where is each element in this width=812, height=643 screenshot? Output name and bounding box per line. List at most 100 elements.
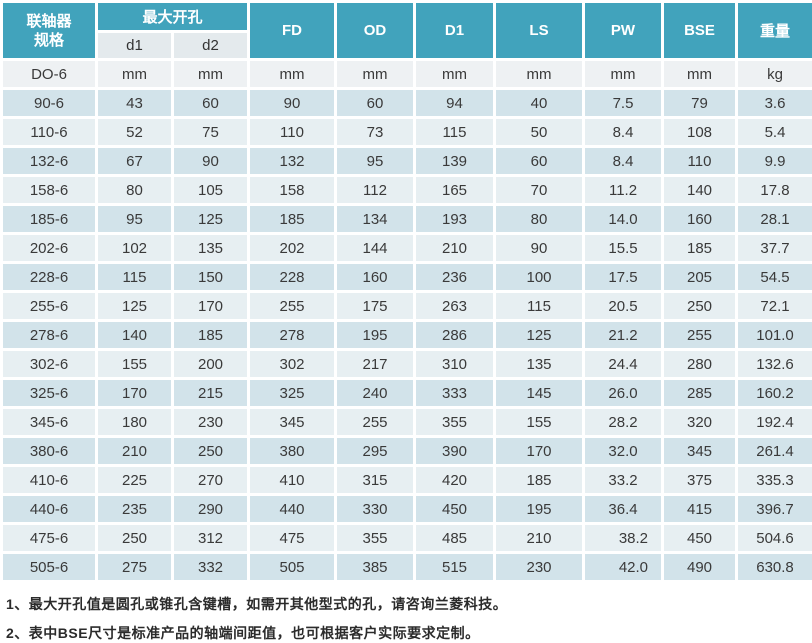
value-cell: 150 — [170, 261, 251, 293]
table-row: 278-6 140 185 278 195 286 125 21.2 255 101.0 — [0, 319, 812, 351]
value-cell: 185 — [247, 203, 338, 235]
value-cell: 15.5 — [582, 232, 665, 264]
value-cell: 180 — [95, 406, 174, 438]
value-cell: 80 — [493, 203, 586, 235]
value-cell: 255 — [247, 290, 338, 322]
value-cell: 38.2 — [582, 522, 665, 554]
column-header-bse: BSE — [661, 0, 739, 61]
value-cell: kg — [735, 58, 812, 90]
value-cell: 286 — [413, 319, 497, 351]
value-cell: 11.2 — [582, 174, 665, 206]
value-cell: 40 — [493, 87, 586, 119]
value-cell: 278 — [247, 319, 338, 351]
value-cell: 28.1 — [735, 203, 812, 235]
value-cell: 70 — [493, 174, 586, 206]
value-cell: 485 — [413, 522, 497, 554]
value-cell: 202 — [247, 232, 338, 264]
value-cell: 37.7 — [735, 232, 812, 264]
value-cell: 60 — [170, 87, 251, 119]
value-cell: 135 — [493, 348, 586, 380]
value-cell: 210 — [413, 232, 497, 264]
value-cell: mm — [95, 58, 174, 90]
table-row: 158-6 80 105 158 112 165 70 11.2 140 17.8 — [0, 174, 812, 206]
value-cell: 630.8 — [735, 551, 812, 583]
value-cell: 95 — [334, 145, 417, 177]
value-cell: 160.2 — [735, 377, 812, 409]
value-cell: 250 — [95, 522, 174, 554]
row-label-cell: 380-6 — [0, 435, 98, 467]
value-cell: 205 — [661, 261, 739, 293]
value-cell: 410 — [247, 464, 338, 496]
value-cell: 33.2 — [582, 464, 665, 496]
value-cell: 135 — [170, 232, 251, 264]
value-cell: 310 — [413, 348, 497, 380]
value-cell: 170 — [493, 435, 586, 467]
value-cell: 90 — [170, 145, 251, 177]
value-cell: 73 — [334, 116, 417, 148]
value-cell: mm — [582, 58, 665, 90]
value-cell: 140 — [661, 174, 739, 206]
value-cell: 185 — [493, 464, 586, 496]
value-cell: 17.5 — [582, 261, 665, 293]
row-label-cell: 110-6 — [0, 116, 98, 148]
table-row: 440-6 235 290 440 330 450 195 36.4 415 396.7 — [0, 493, 812, 525]
coupling-spec-line2: 规格 — [33, 31, 64, 49]
value-cell: 160 — [661, 203, 739, 235]
value-cell: 115 — [413, 116, 497, 148]
value-cell: 355 — [413, 406, 497, 438]
table-row: 302-6 155 200 302 217 310 135 24.4 280 132.6 — [0, 348, 812, 380]
value-cell: 295 — [334, 435, 417, 467]
value-cell: 8.4 — [582, 116, 665, 148]
value-cell: 21.2 — [582, 319, 665, 351]
value-cell: 100 — [493, 261, 586, 293]
value-cell: 94 — [413, 87, 497, 119]
value-cell: 325 — [247, 377, 338, 409]
value-cell: 160 — [334, 261, 417, 293]
value-cell: 250 — [661, 290, 739, 322]
value-cell: 420 — [413, 464, 497, 496]
header-row-2: d1 d2 — [2, 30, 812, 61]
value-cell: 280 — [661, 348, 739, 380]
value-cell: 108 — [661, 116, 739, 148]
value-cell: 195 — [493, 493, 586, 525]
table-row: 90-6 43 60 90 60 94 40 7.5 79 3.6 — [0, 87, 812, 119]
value-cell: 95 — [95, 203, 174, 235]
row-label-cell: 278-6 — [0, 319, 98, 351]
value-cell: 42.0 — [582, 551, 665, 583]
value-cell: 380 — [247, 435, 338, 467]
value-cell: 210 — [95, 435, 174, 467]
value-cell: 302 — [247, 348, 338, 380]
value-cell: 250 — [170, 435, 251, 467]
value-cell: 52 — [95, 116, 174, 148]
value-cell: 230 — [170, 406, 251, 438]
value-cell: 195 — [334, 319, 417, 351]
column-header-ls: LS — [493, 0, 586, 61]
value-cell: 3.6 — [735, 87, 812, 119]
value-cell: 132 — [247, 145, 338, 177]
value-cell: 215 — [170, 377, 251, 409]
value-cell: 375 — [661, 464, 739, 496]
value-cell: mm — [247, 58, 338, 90]
value-cell: 505 — [247, 551, 338, 583]
value-cell: 185 — [170, 319, 251, 351]
value-cell: 101.0 — [735, 319, 812, 351]
value-cell: 134 — [334, 203, 417, 235]
value-cell: 75 — [170, 116, 251, 148]
value-cell: mm — [170, 58, 251, 90]
value-cell: 139 — [413, 145, 497, 177]
footnotes: 1、最大开孔值是圆孔或锥孔含键槽，如需开其他型式的孔，请咨询兰菱科技。 2、表中… — [6, 594, 812, 643]
column-header-od: OD — [334, 0, 417, 61]
coupling-spec-table: 联轴器 规格 最大开孔 FD OD D1 LS PW BSE 重量 d1 d2 … — [0, 0, 812, 583]
value-cell: 255 — [334, 406, 417, 438]
value-cell: 132.6 — [735, 348, 812, 380]
value-cell: 261.4 — [735, 435, 812, 467]
value-cell: 345 — [247, 406, 338, 438]
value-cell: 36.4 — [582, 493, 665, 525]
value-cell: 332 — [170, 551, 251, 583]
row-label-cell: 90-6 — [0, 87, 98, 119]
value-cell: mm — [493, 58, 586, 90]
column-header-weight: 重量 — [735, 0, 812, 61]
row-label-cell: 475-6 — [0, 522, 98, 554]
value-cell: 32.0 — [582, 435, 665, 467]
row-label-cell: DO-6 — [0, 58, 98, 90]
